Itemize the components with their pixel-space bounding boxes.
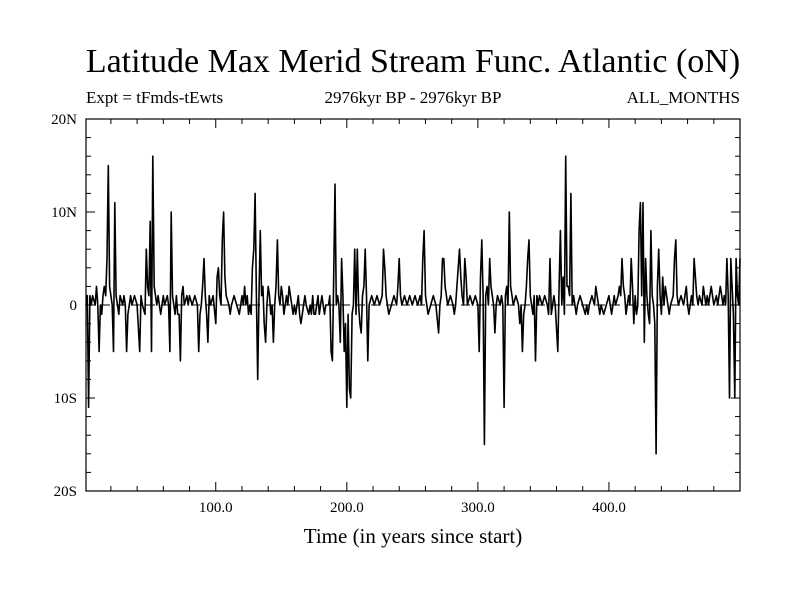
data-series-line bbox=[85, 155, 741, 455]
x-tick-label: 200.0 bbox=[330, 500, 364, 516]
x-tick-label: 400.0 bbox=[592, 500, 626, 516]
y-tick-label: 10S bbox=[54, 391, 77, 407]
chart-title: Latitude Max Merid Stream Func. Atlantic… bbox=[85, 43, 741, 80]
experiment-label: Expt = tFmds-tEwts bbox=[86, 88, 224, 107]
y-tick-label: 10N bbox=[51, 205, 77, 221]
x-axis-label: Time (in years since start) bbox=[303, 524, 523, 548]
y-tick-label: 20N bbox=[51, 112, 77, 128]
time-range-label: 2976kyr BP - 2976kyr BP bbox=[324, 88, 502, 107]
y-tick-label: 20S bbox=[54, 484, 77, 500]
x-tick-label: 100.0 bbox=[199, 500, 233, 516]
x-tick-label: 300.0 bbox=[461, 500, 495, 516]
months-label: ALL_MONTHS bbox=[626, 88, 740, 107]
axis-ticks: 100.0 200.0 300.0 400.0 20N 10N 0 10S 20S bbox=[51, 112, 740, 516]
y-tick-label: 0 bbox=[70, 298, 78, 314]
